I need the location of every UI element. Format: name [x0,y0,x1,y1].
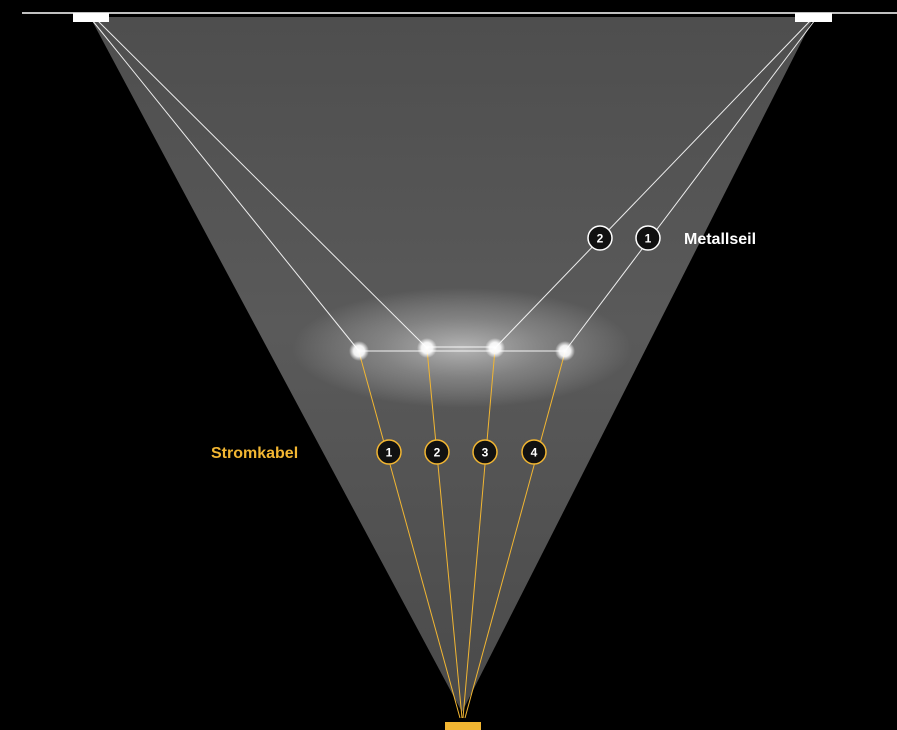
metal-cable-badge-number: 1 [645,232,652,246]
lamp-glow [292,288,632,408]
power-cable-badge: 3 [472,439,498,465]
ceiling-mount-right [795,13,832,22]
floor-mount [445,722,481,730]
power-cable-badge-number: 4 [531,446,538,460]
lamp [555,341,575,361]
metal-cable [564,19,816,352]
metal-cable [494,19,812,349]
power-cable [426,348,463,719]
metal-cables [91,19,816,352]
lamp [417,338,437,358]
ceiling-mount-left [73,13,109,22]
metal-cable-badge: 1 [635,225,661,251]
power-cable [358,351,461,719]
power-cable-badge-number: 2 [434,446,441,460]
metal-cable-label: Metallseil [684,231,756,248]
metal-cable [96,19,428,349]
metal-cable-badge-number: 2 [597,232,604,246]
metal-cable [91,19,360,352]
power-cable-badge-number: 3 [482,446,489,460]
power-cable [462,348,496,719]
power-cable-badge: 1 [376,439,402,465]
lamp [485,338,505,358]
power-cable-label: Stromkabel [211,445,298,462]
power-cable-badge: 2 [424,439,450,465]
power-cable [464,351,566,719]
lamp [349,341,369,361]
power-cable-badge-number: 1 [386,446,393,460]
power-cables [358,348,566,719]
metal-cable-badge: 2 [587,225,613,251]
lamps [349,338,575,361]
power-cable-badge: 4 [521,439,547,465]
